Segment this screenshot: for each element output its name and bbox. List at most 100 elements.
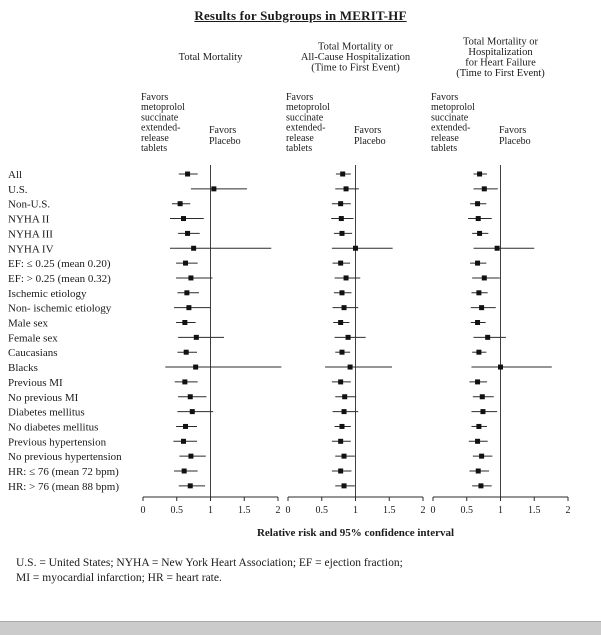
point-estimate-marker — [187, 483, 193, 489]
point-estimate-marker — [182, 320, 188, 325]
point-estimate-marker — [494, 245, 500, 251]
point-estimate-marker — [481, 275, 487, 281]
favors-treatment-label: metoprolol — [431, 102, 475, 113]
point-estimate-marker — [478, 483, 484, 489]
point-estimate-marker — [475, 468, 481, 474]
point-estimate-marker — [191, 245, 197, 251]
axis-tick-label: 1.5 — [383, 505, 396, 516]
point-estimate-marker — [193, 364, 199, 370]
subgroup-label: Previous MI — [8, 377, 63, 389]
point-estimate-marker — [476, 290, 482, 296]
axis-tick-label: 0.5 — [171, 505, 184, 516]
point-estimate-marker — [340, 171, 346, 177]
subgroup-label: EF: > 0.25 (mean 0.32) — [8, 273, 111, 285]
subgroup-label: NYHA IV — [8, 243, 54, 255]
point-estimate-marker — [339, 230, 345, 236]
point-estimate-marker — [476, 423, 482, 429]
axis-tick-label: 1 — [498, 505, 503, 516]
point-estimate-marker — [186, 305, 192, 311]
subgroup-label: Ischemic etiology — [8, 288, 87, 300]
panel-title: Total Mortality or — [463, 36, 539, 47]
footnote-line-1: U.S. = United States; NYHA = New York He… — [16, 557, 403, 569]
subgroup-label: Non- ischemic etiology — [8, 303, 112, 315]
point-estimate-marker — [475, 260, 481, 266]
x-axis-label: Relative risk and 95% confidence interva… — [256, 527, 455, 539]
footnote-line-2: MI = myocardial infarction; HR = heart r… — [16, 572, 222, 584]
point-estimate-marker — [485, 334, 491, 340]
panel-title: for Heart Failure — [465, 57, 536, 68]
favors-treatment-label: release — [141, 133, 169, 144]
point-estimate-marker — [188, 453, 194, 459]
favors-treatment-label: extended- — [286, 123, 325, 134]
subgroup-label: All — [8, 169, 22, 181]
point-estimate-marker — [339, 349, 345, 355]
subgroup-label: NYHA III — [8, 228, 53, 240]
point-estimate-marker — [181, 216, 186, 222]
favors-treatment-label: Favors — [431, 92, 458, 103]
favors-placebo-label: Placebo — [499, 136, 531, 147]
favors-placebo-label: Favors — [209, 125, 236, 136]
axis-tick-label: 2 — [276, 505, 281, 516]
point-estimate-marker — [475, 216, 481, 222]
favors-placebo-label: Placebo — [209, 136, 241, 147]
axis-tick-label: 1 — [353, 505, 358, 516]
favors-treatment-label: extended- — [141, 123, 180, 134]
point-estimate-marker — [338, 379, 344, 385]
panel-title: Total Mortality — [179, 52, 243, 63]
favors-treatment-label: metoprolol — [141, 102, 185, 113]
axis-tick-label: 0 — [141, 505, 146, 516]
point-estimate-marker — [480, 409, 486, 415]
point-estimate-marker — [477, 171, 483, 177]
favors-treatment-label: succinate — [286, 112, 324, 123]
point-estimate-marker — [342, 394, 348, 400]
subgroup-label: Male sex — [8, 318, 49, 330]
subgroup-label: No previous MI — [8, 392, 79, 404]
favors-treatment-label: extended- — [431, 123, 470, 134]
point-estimate-marker — [183, 349, 189, 355]
axis-tick-label: 0 — [286, 505, 291, 516]
point-estimate-marker — [188, 275, 194, 281]
axis-tick-label: 2 — [421, 505, 426, 516]
point-estimate-marker — [475, 438, 481, 444]
point-estimate-marker — [183, 423, 189, 429]
point-estimate-marker — [339, 423, 345, 429]
point-estimate-marker — [475, 320, 481, 325]
point-estimate-marker — [345, 334, 351, 340]
subgroup-label: HR: ≤ 76 (mean 72 bpm) — [8, 466, 119, 478]
point-estimate-marker — [185, 171, 191, 177]
axis-tick-label: 0 — [431, 505, 436, 516]
point-estimate-marker — [193, 334, 199, 340]
window-bottom-edge — [0, 621, 601, 635]
subgroup-label: EF: ≤ 0.25 (mean 0.20) — [8, 258, 111, 270]
point-estimate-marker — [338, 260, 344, 266]
panel-title: Total Mortality or — [318, 42, 394, 53]
favors-treatment-label: Favors — [286, 92, 313, 103]
axis-tick-label: 1 — [208, 505, 213, 516]
point-estimate-marker — [475, 379, 481, 385]
favors-placebo-label: Favors — [499, 125, 526, 136]
point-estimate-marker — [181, 468, 187, 474]
point-estimate-marker — [339, 290, 345, 296]
point-estimate-marker — [341, 409, 347, 415]
favors-treatment-label: tablets — [141, 143, 167, 154]
point-estimate-marker — [181, 438, 186, 444]
point-estimate-marker — [211, 186, 217, 192]
point-estimate-marker — [338, 216, 344, 222]
point-estimate-marker — [477, 230, 483, 236]
subgroup-label: Non-U.S. — [8, 199, 50, 211]
point-estimate-marker — [338, 320, 344, 325]
subgroup-label: Previous hypertension — [8, 436, 107, 448]
point-estimate-marker — [347, 364, 353, 370]
point-estimate-marker — [177, 201, 183, 207]
subgroup-label: No diabetes mellitus — [8, 421, 98, 433]
subgroup-label: No previous hypertension — [8, 451, 122, 463]
axis-tick-label: 1.5 — [528, 505, 541, 516]
point-estimate-marker — [189, 409, 195, 415]
panel-title: (Time to First Event) — [456, 68, 545, 79]
favors-treatment-label: tablets — [286, 143, 312, 154]
point-estimate-marker — [481, 186, 487, 192]
point-estimate-marker — [476, 349, 482, 355]
subgroup-label: Female sex — [8, 332, 58, 344]
point-estimate-marker — [338, 438, 344, 444]
forest-plot: All U.S. Non-U.S. NYHA II NYHA III NYHA IV EF:… — [8, 36, 571, 516]
